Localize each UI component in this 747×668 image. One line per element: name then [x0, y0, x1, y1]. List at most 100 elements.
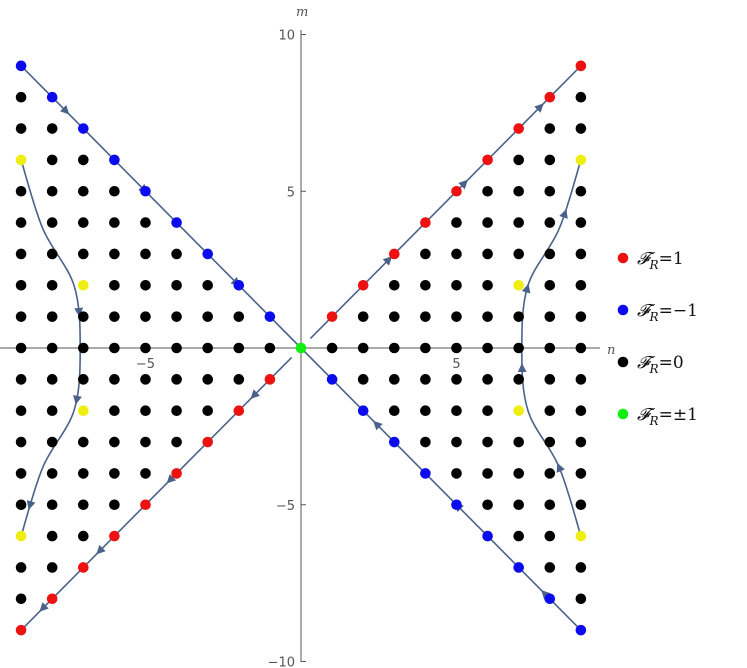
red-point — [15, 624, 27, 636]
legend: 𝓕R=1 𝓕R=−1 𝓕R=0 𝓕R=±1 — [617, 249, 698, 428]
flow-arrowhead — [559, 208, 568, 219]
black-point — [109, 217, 120, 228]
black-point — [78, 342, 89, 354]
black-point — [575, 248, 587, 260]
black-point — [233, 374, 245, 385]
black-point — [451, 374, 462, 385]
black-point — [46, 562, 58, 573]
legend-subscript: R — [649, 362, 659, 376]
black-point — [15, 280, 27, 291]
black-point — [140, 342, 151, 354]
flow-line — [300, 347, 582, 631]
black-point — [46, 468, 58, 479]
black-point — [140, 405, 151, 417]
black-point — [544, 154, 556, 166]
black-point — [202, 342, 213, 354]
black-point — [544, 562, 556, 573]
black-point — [389, 280, 400, 291]
black-point — [513, 311, 524, 322]
black-point — [78, 217, 89, 228]
black-point — [575, 405, 587, 417]
flow-arrowhead — [59, 104, 70, 115]
flow-arrowhead — [373, 420, 383, 431]
black-point — [513, 342, 524, 354]
black-point — [357, 342, 369, 354]
black-point — [451, 342, 462, 354]
black-point — [171, 311, 182, 322]
black-point — [451, 405, 462, 417]
black-point — [109, 185, 120, 197]
red-point — [233, 405, 245, 417]
red-point — [264, 374, 276, 385]
black-point — [575, 185, 587, 197]
y-tick-label: 10 — [278, 29, 295, 44]
flow-line — [20, 356, 293, 631]
black-point — [46, 123, 58, 134]
legend-label: 𝓕R=±1 — [637, 405, 698, 428]
black-point — [46, 436, 58, 448]
black-point — [420, 436, 431, 448]
black-point — [575, 468, 587, 479]
black-point — [513, 217, 524, 228]
black-point — [544, 405, 556, 417]
yellow-point — [575, 530, 587, 542]
black-point — [575, 436, 587, 448]
black-point — [78, 185, 89, 197]
blue-point — [513, 562, 524, 573]
legend-swatch — [617, 356, 629, 368]
black-point — [482, 248, 493, 260]
black-point — [482, 185, 493, 197]
flow-arrowhead — [458, 179, 468, 190]
y-tick-label: 5 — [287, 185, 295, 200]
black-point — [513, 154, 524, 166]
black-point — [109, 436, 120, 448]
black-point — [140, 217, 151, 228]
black-point — [140, 468, 151, 479]
flow-arrowhead — [166, 473, 177, 484]
black-point — [389, 405, 400, 417]
red-point — [357, 280, 369, 291]
black-point — [544, 248, 556, 260]
black-point — [420, 280, 431, 291]
black-point — [15, 593, 27, 605]
black-point — [482, 499, 493, 511]
black-point — [46, 154, 58, 166]
red-point — [420, 217, 431, 228]
black-point — [389, 311, 400, 322]
black-point — [357, 374, 369, 385]
black-point — [46, 280, 58, 291]
blue-point — [78, 123, 89, 134]
black-point — [15, 436, 27, 448]
black-point — [233, 342, 245, 354]
black-point — [15, 499, 27, 511]
flow-arrowhead — [556, 462, 565, 473]
black-point — [326, 342, 338, 354]
black-point — [575, 374, 587, 385]
black-point — [544, 280, 556, 291]
black-point — [46, 342, 58, 354]
black-point — [482, 374, 493, 385]
black-point — [482, 217, 493, 228]
black-point — [451, 217, 462, 228]
flow-arrowhead — [534, 103, 544, 113]
black-point — [575, 217, 587, 228]
black-point — [171, 374, 182, 385]
green-point — [295, 342, 307, 354]
black-point — [482, 436, 493, 448]
black-point — [109, 280, 120, 291]
yellow-point — [15, 530, 27, 542]
black-point — [544, 185, 556, 197]
blue-point — [202, 248, 213, 260]
red-point — [46, 593, 58, 605]
black-point — [15, 468, 27, 479]
black-point — [544, 468, 556, 479]
black-point — [109, 405, 120, 417]
red-point — [171, 468, 182, 479]
blue-point — [326, 374, 338, 385]
black-point — [46, 499, 58, 511]
legend-label: 𝓕R=0 — [637, 353, 684, 376]
legend-subscript: R — [649, 414, 659, 428]
black-point — [202, 280, 213, 291]
blue-point — [357, 405, 369, 417]
black-point — [482, 280, 493, 291]
